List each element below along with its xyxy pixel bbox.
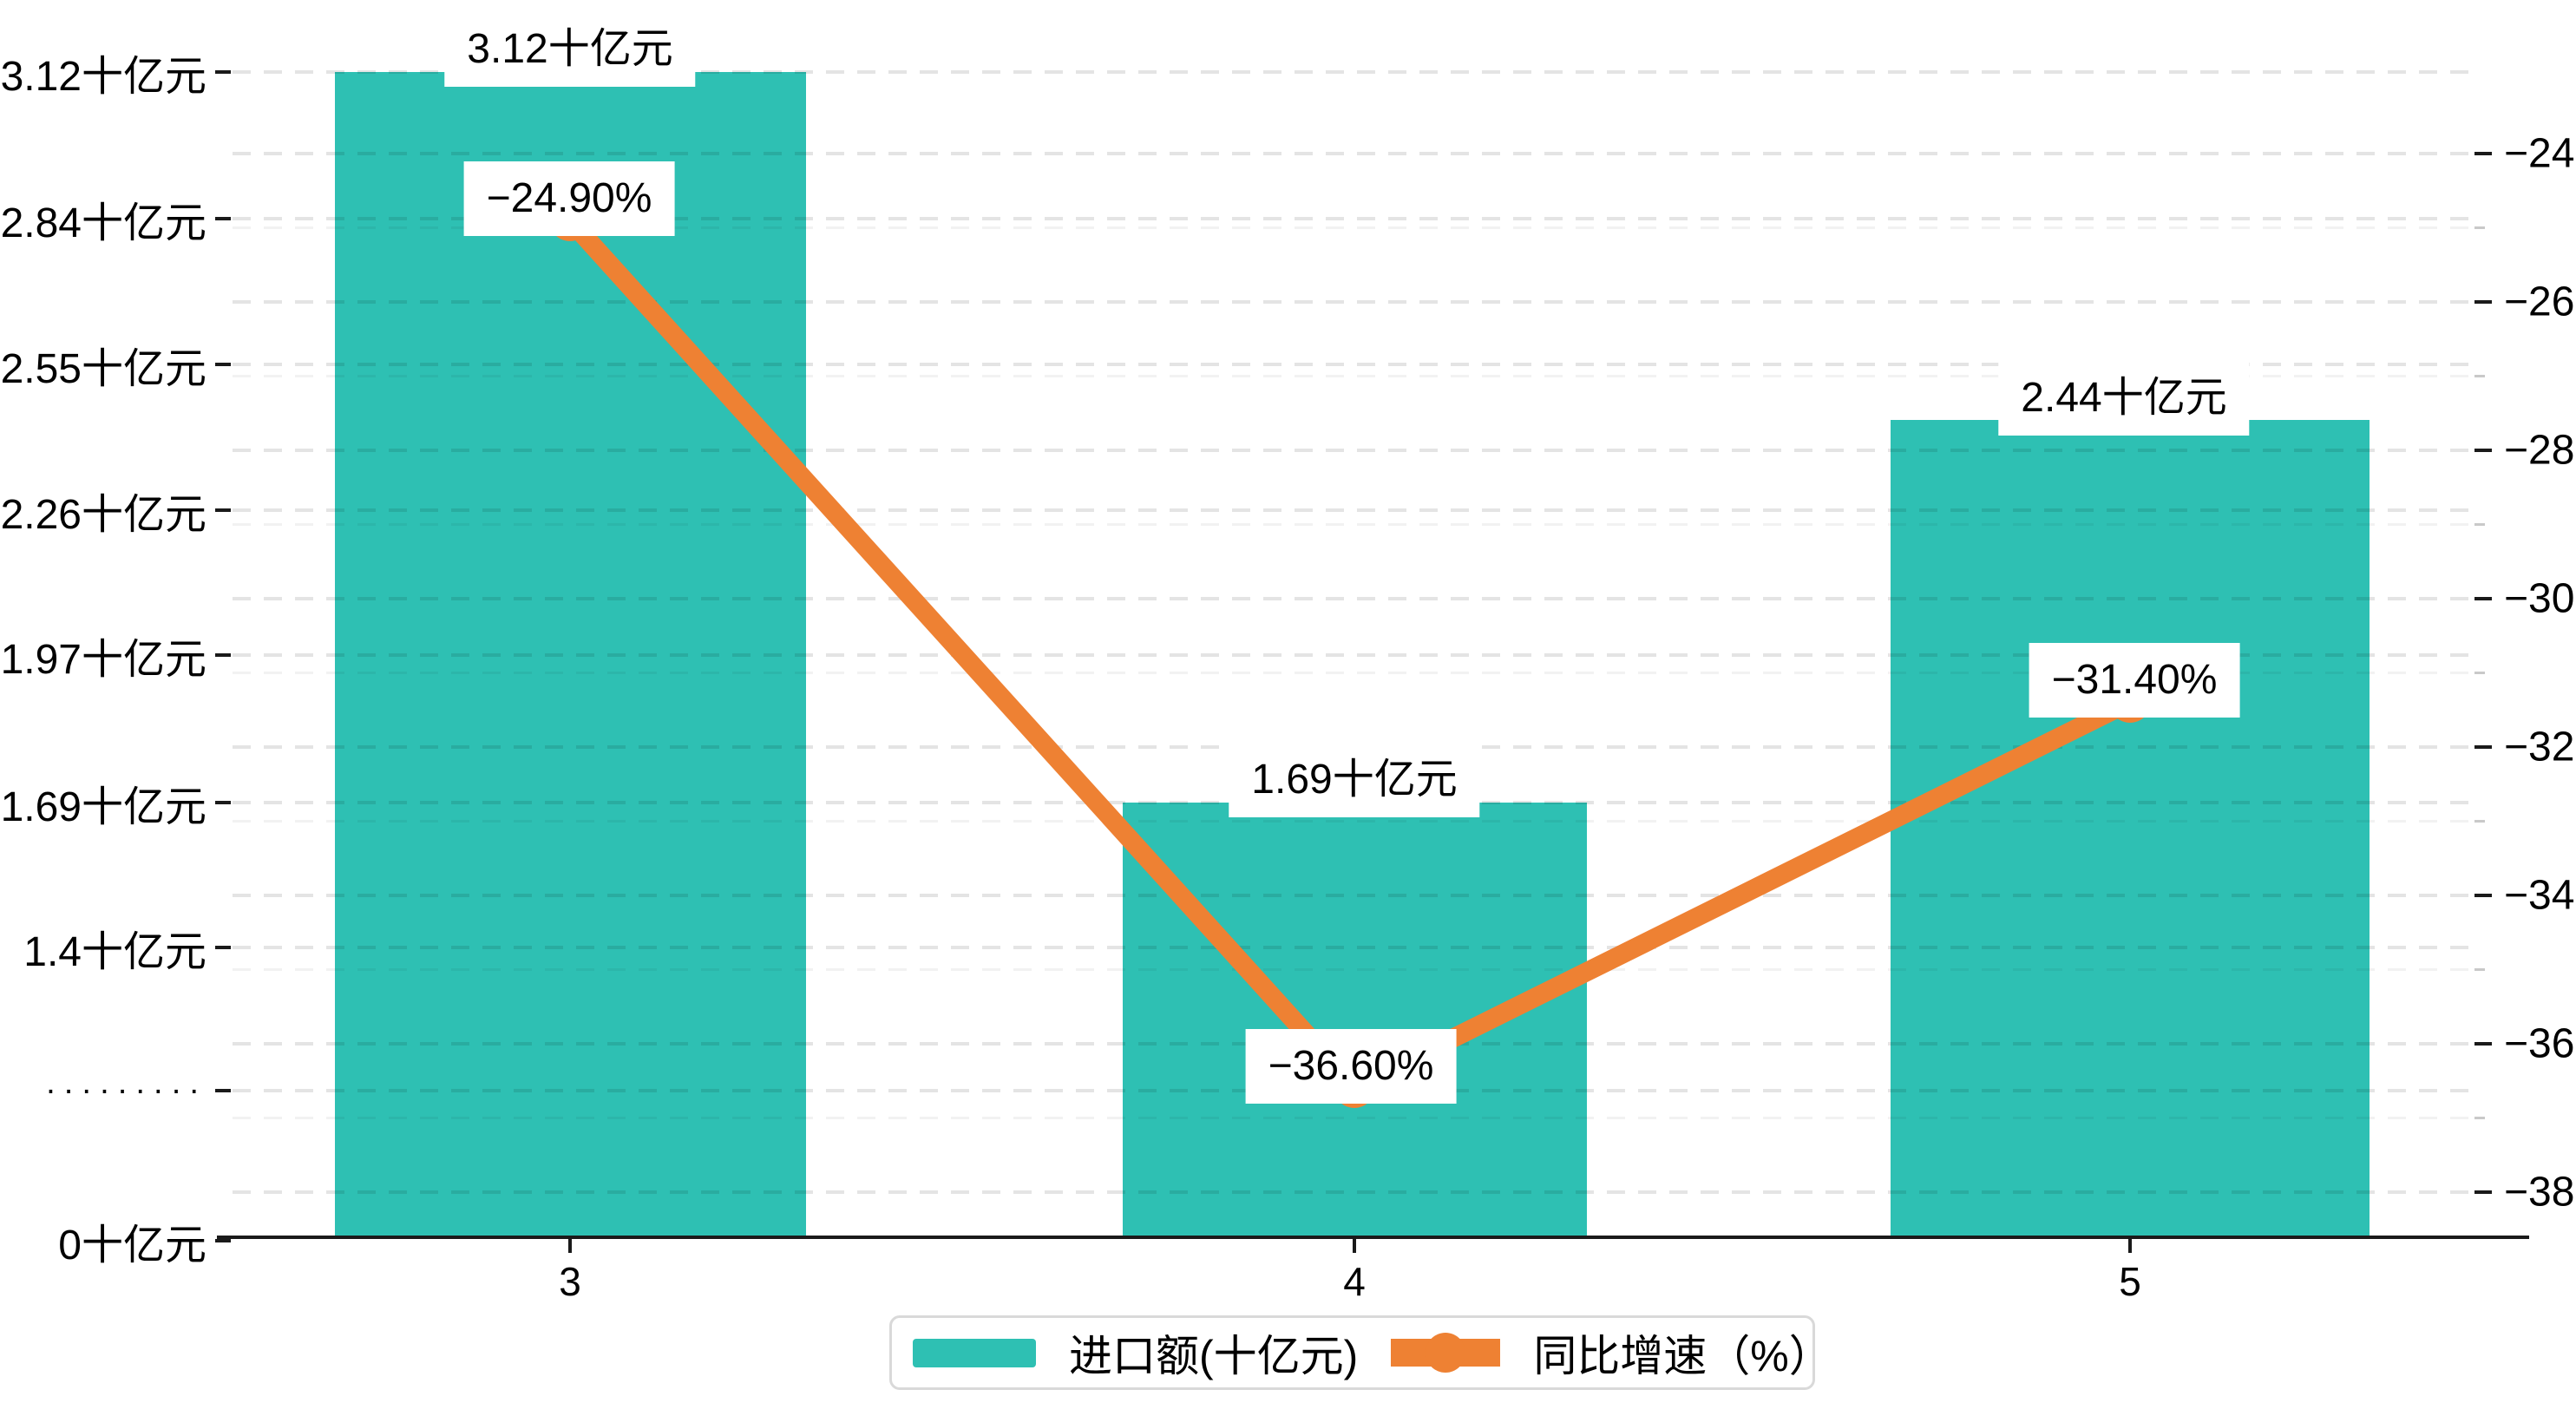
right-axis-tick-label: −32 [2504, 724, 2575, 770]
x-axis-tick [568, 1239, 572, 1253]
line-series-marker-icon [1391, 1333, 1501, 1373]
right-axis-tick-label: −34 [2504, 872, 2575, 919]
left-axis-tick [215, 653, 231, 657]
gridline [233, 217, 2471, 220]
bar-value-label: 3.12十亿元 [444, 12, 696, 87]
x-axis-line [217, 1236, 2529, 1239]
x-axis-tick [2128, 1239, 2132, 1253]
gridline [233, 363, 2471, 366]
bar-value-label: 2.44十亿元 [1998, 361, 2250, 436]
line-value-label: −31.40% [2029, 643, 2240, 718]
right-axis-minor-tick [2474, 820, 2485, 823]
legend-item-label: 同比增速（%） [1533, 1332, 1832, 1380]
line-value-label: −36.60% [1245, 1029, 1457, 1104]
left-axis-tick-label: 2.55十亿元 [0, 346, 206, 392]
right-axis-minor-tick [2474, 523, 2485, 526]
right-axis-tick [2474, 449, 2492, 452]
x-axis-label: 4 [1343, 1259, 1366, 1304]
gridline-minor [233, 375, 2471, 377]
left-axis-tick [215, 801, 231, 804]
gridline [233, 449, 2471, 452]
right-axis-tick-label: −38 [2504, 1169, 2575, 1216]
x-axis-tick [1353, 1239, 1356, 1253]
right-axis-minor-tick [2474, 226, 2485, 229]
right-axis-tick [2474, 1190, 2492, 1194]
left-axis-tick-label: ········· [45, 1072, 206, 1109]
line-value-label: −24.90% [463, 161, 675, 236]
right-axis-tick [2474, 152, 2492, 155]
right-axis-tick-label: −30 [2504, 575, 2575, 622]
x-axis-label: 5 [2119, 1259, 2141, 1304]
left-axis-tick-label: 1.97十亿元 [0, 637, 206, 683]
right-axis-minor-tick [2474, 672, 2485, 674]
left-axis-tick-label: 1.69十亿元 [0, 784, 206, 830]
left-axis-tick-label: 2.26十亿元 [0, 492, 206, 538]
legend-item-yoy-growth[interactable]: 同比增速（%） [1391, 1321, 1832, 1384]
gridline-minor [233, 968, 2471, 971]
gridline-minor [233, 820, 2471, 823]
right-axis-tick-label: −26 [2504, 279, 2575, 325]
bar-x5 [1891, 420, 2370, 1236]
bar-x3 [335, 72, 806, 1236]
left-axis-tick [215, 508, 231, 512]
right-axis-tick-label: −24 [2504, 130, 2575, 177]
legend-item-label: 进口额(十亿元) [1069, 1332, 1359, 1380]
left-axis-tick-label: 2.84十亿元 [0, 200, 206, 246]
left-axis-tick [215, 217, 231, 220]
right-axis-tick [2474, 597, 2492, 600]
gridline-minor [233, 1117, 2471, 1119]
gridline-minor [233, 672, 2471, 674]
gridline [233, 894, 2471, 897]
gridline [233, 152, 2471, 155]
right-axis-tick [2474, 300, 2492, 304]
gridline-minor [233, 226, 2471, 229]
gridline [233, 508, 2471, 512]
left-axis-tick [215, 70, 231, 74]
right-axis-tick-label: −28 [2504, 427, 2575, 474]
right-axis-tick [2474, 894, 2492, 897]
left-axis-tick [215, 1239, 231, 1242]
left-axis-tick-label: 1.4十亿元 [23, 929, 206, 975]
right-axis-minor-tick [2474, 968, 2485, 971]
right-axis-minor-tick [2474, 1117, 2485, 1119]
gridline-minor [233, 523, 2471, 526]
left-axis-tick [215, 1089, 231, 1092]
gridline [233, 300, 2471, 304]
right-axis-tick [2474, 1042, 2492, 1046]
bar-series-swatch-icon [913, 1338, 1036, 1367]
gridline [233, 70, 2471, 74]
left-axis-tick-label: 3.12十亿元 [0, 54, 206, 100]
gridline [233, 597, 2471, 600]
legend-item-import-amount[interactable]: 进口额(十亿元) [913, 1321, 1358, 1384]
legend: 进口额(十亿元) 同比增速（%） [889, 1315, 1832, 1390]
left-axis-tick [215, 946, 231, 949]
right-axis-minor-tick [2474, 375, 2485, 377]
right-axis-tick-label: −36 [2504, 1020, 2575, 1067]
left-axis-tick [215, 363, 231, 366]
gridline [233, 946, 2471, 949]
left-axis-tick-label: 0十亿元 [58, 1223, 206, 1268]
x-axis-label: 3 [559, 1259, 581, 1304]
gridline [233, 653, 2471, 657]
right-axis-tick [2474, 745, 2492, 749]
bar-value-label: 1.69十亿元 [1229, 743, 1480, 817]
gridline [233, 1190, 2471, 1194]
